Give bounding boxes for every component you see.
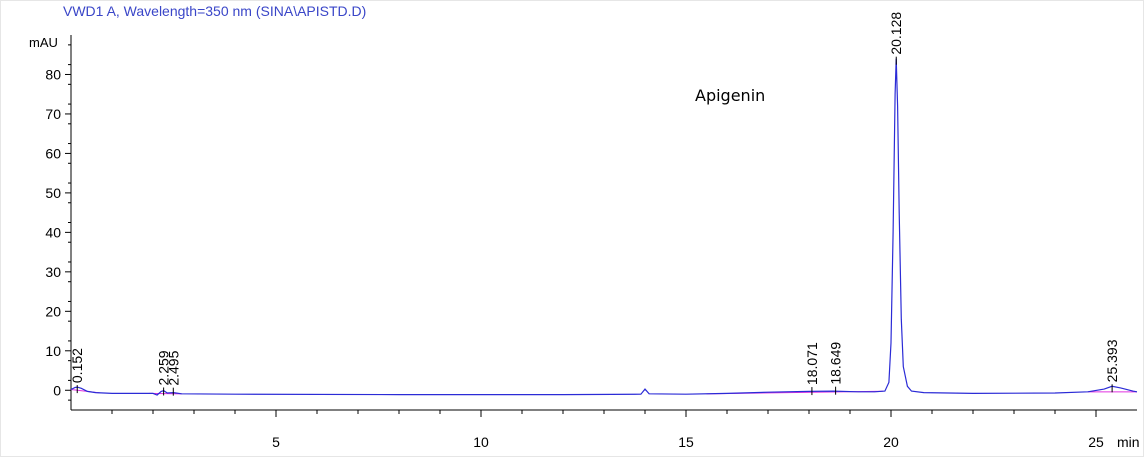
y-tick-label: 60: [45, 145, 61, 161]
x-tick-label: 5: [272, 434, 280, 450]
axes: [71, 35, 1137, 410]
peak-label: 2.495: [165, 350, 181, 385]
y-tick-label: 70: [45, 106, 61, 122]
chart-title: VWD1 A, Wavelength=350 nm (SINA\APISTD.D…: [63, 3, 366, 19]
y-tick-label: 10: [45, 343, 61, 359]
signal-trace: [71, 59, 1137, 395]
y-tick-label: 0: [53, 382, 61, 398]
y-tick-label: 30: [45, 264, 61, 280]
x-tick-label: 10: [473, 434, 489, 450]
x-tick-label: 15: [678, 434, 694, 450]
apigenin-annotation: Apigenin: [695, 86, 765, 105]
peak-label: 25.393: [1104, 339, 1120, 382]
y-tick-label: 40: [45, 224, 61, 240]
peak-label: 20.128: [888, 12, 904, 55]
tick-marks: 0 10 20 30 40 50 60 70 80 5 10 15 20 25: [45, 45, 1104, 450]
x-tick-label: 25: [1088, 434, 1104, 450]
x-axis-label: min: [1117, 434, 1140, 450]
x-tick-label: 20: [883, 434, 899, 450]
peak-label: 18.649: [828, 342, 844, 385]
y-tick-label: 20: [45, 303, 61, 319]
y-tick-label: 50: [45, 185, 61, 201]
y-tick-label: 80: [45, 66, 61, 82]
peak-label: 18.071: [804, 342, 820, 385]
peak-label: 0.152: [69, 348, 85, 383]
y-axis-label: mAU: [29, 35, 58, 50]
